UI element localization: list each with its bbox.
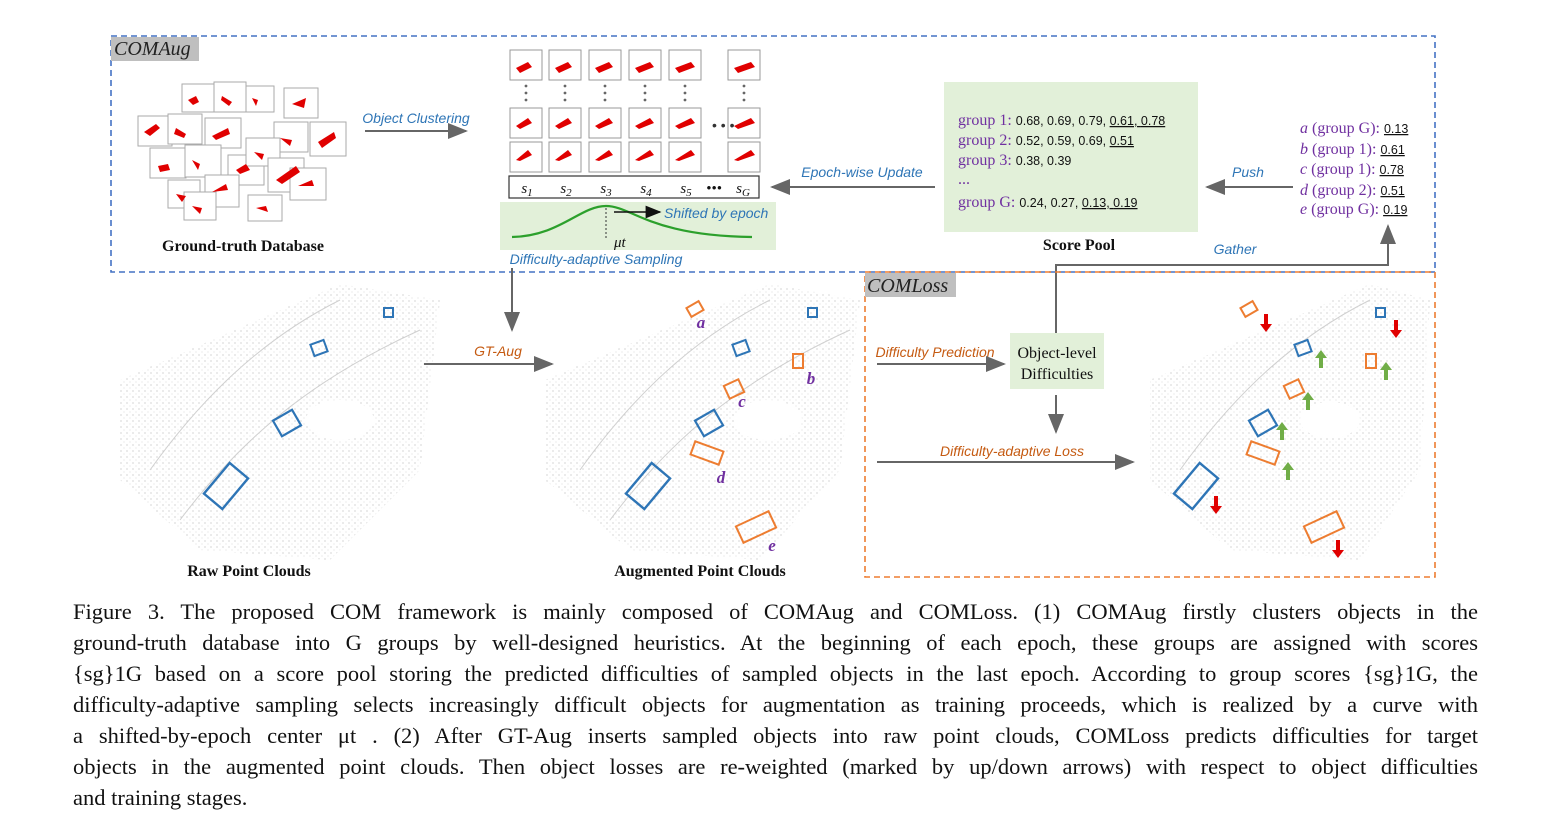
cluster-vdots (563, 84, 567, 102)
score-pool-row: group G: 0.24, 0.27, 0.13, 0.19 (958, 194, 1138, 211)
cluster-thumbnail (588, 107, 622, 139)
gather-label: Gather (1214, 241, 1258, 257)
object-level-box (1010, 333, 1104, 389)
cluster-thumbnail (509, 141, 543, 173)
score-pool-rows: group 1: 0.68, 0.69, 0.79, 0.61, 0.78 gr… (958, 112, 1165, 211)
score-pool-box (944, 82, 1198, 232)
cluster-thumbnail (727, 107, 761, 139)
comloss-point-cloud (1150, 284, 1430, 560)
comaug-title: COMAug (114, 38, 191, 60)
comaug-title-bg (111, 37, 199, 61)
gather-arrow (1055, 224, 1396, 352)
gt-database-thumbnails (137, 81, 347, 222)
cluster-vdots (683, 84, 687, 102)
raw-label: Raw Point Clouds (187, 563, 311, 580)
cluster-thumbnail (727, 141, 761, 173)
augmented-point-cloud (545, 284, 860, 560)
cluster-thumbnail (588, 141, 622, 173)
loss-weight-arrows (1210, 314, 1402, 558)
caption-line-6: objects in the augmented point clouds. T… (73, 754, 1478, 779)
comloss-box (864, 271, 1436, 578)
mu-label: μt (613, 235, 627, 251)
shifted-label: Shifted by epoch (664, 205, 769, 221)
cluster-vdots (643, 84, 647, 102)
object-list: a (group G): 0.13 b (group 1): 0.61 c (gro… (1300, 120, 1408, 218)
cluster-thumbnail (628, 107, 662, 139)
score-pool-row: group 1: 0.68, 0.69, 0.79, 0.61, 0.78 (958, 112, 1165, 129)
score-pool-row: group 2: 0.52, 0.59, 0.69, 0.51 (958, 132, 1134, 149)
figure-caption: Figure 3. The proposed COM framework is … (73, 596, 1478, 813)
cluster-thumbnail (509, 49, 543, 81)
score-label: s2 (560, 181, 572, 199)
object-clustering-label: Object Clustering (362, 110, 470, 126)
cluster-thumbnail (548, 141, 582, 173)
object-level-label-1: Object-level (1017, 345, 1097, 362)
comloss-title: COMLoss (867, 275, 948, 297)
score-label: s3 (600, 181, 612, 199)
gt-database-label: Ground-truth Database (162, 238, 324, 255)
comloss-title-bg (865, 273, 956, 297)
gt-aug-label: GT-Aug (474, 343, 522, 359)
score-pool-row: ... (958, 171, 970, 188)
push-label: Push (1232, 164, 1264, 180)
cluster-grid (509, 49, 761, 173)
cluster-thumbnail (548, 49, 582, 81)
augmented-object-letters: a b c d e (697, 313, 816, 555)
cluster-thumbnail (509, 107, 543, 139)
caption-line-4: difficulty-adaptive sampling selects inc… (73, 692, 1478, 717)
score-label: s1 (521, 181, 532, 199)
cluster-vdots (524, 84, 528, 102)
cluster-thumbnail (668, 107, 702, 139)
sampling-curve (511, 204, 753, 239)
raw-point-cloud (120, 284, 440, 560)
score-labels: s1 s2 s3 s4 s5 ••• sG (521, 181, 750, 199)
difficulty-prediction-label: Difficulty Prediction (875, 344, 994, 360)
score-label-box (508, 175, 760, 199)
object-list-item: c (group 1): 0.78 (1300, 161, 1404, 178)
cluster-vdots-ellipsis: • • • (712, 117, 735, 133)
score-label: s5 (680, 181, 692, 199)
score-label: s4 (640, 181, 652, 199)
cluster-thumbnail (727, 49, 761, 81)
object-list-item: d (group 2): 0.51 (1300, 182, 1405, 199)
comaug-box (110, 35, 1436, 273)
object-list-item: a (group G): 0.13 (1300, 120, 1408, 137)
cluster-vdots (742, 84, 746, 102)
sampling-label: Difficulty-adaptive Sampling (510, 251, 683, 267)
cluster-thumbnail (628, 49, 662, 81)
cluster-vdots (603, 84, 607, 102)
object-letter: d (717, 468, 726, 487)
object-list-item: e (group G): 0.19 (1300, 201, 1407, 218)
cluster-thumbnail (548, 107, 582, 139)
object-letter: e (768, 536, 776, 555)
score-pool-label: Score Pool (1043, 237, 1116, 254)
framework-diagram: COMAug Ground (110, 35, 1436, 580)
cluster-thumbnail (588, 49, 622, 81)
object-letter: c (738, 392, 746, 411)
score-label: ••• (706, 181, 722, 197)
object-list-item: b (group 1): 0.61 (1300, 141, 1405, 158)
adaptive-loss-label: Difficulty-adaptive Loss (940, 443, 1084, 459)
cluster-thumbnail (628, 141, 662, 173)
epoch-update-label: Epoch-wise Update (801, 164, 923, 180)
object-letter: b (807, 369, 816, 388)
caption-line-3: {sg}1G based on a score pool storing the… (73, 661, 1478, 686)
caption-line-2: ground-truth database into G groups by w… (73, 630, 1478, 655)
cluster-thumbnail (668, 49, 702, 81)
object-level-label-2: Difficulties (1021, 366, 1094, 383)
augmented-label: Augmented Point Clouds (614, 563, 786, 580)
caption-line-5: a shifted-by-epoch center μt . (2) After… (73, 723, 1478, 748)
cluster-thumbnail (668, 141, 702, 173)
object-letter: a (697, 313, 706, 332)
caption-line-1: Figure 3. The proposed COM framework is … (73, 599, 1478, 624)
caption-line-7: and training stages. (73, 785, 248, 810)
score-pool-row: group 3: 0.38, 0.39 (958, 152, 1071, 169)
sampling-curve-bg (500, 202, 776, 250)
